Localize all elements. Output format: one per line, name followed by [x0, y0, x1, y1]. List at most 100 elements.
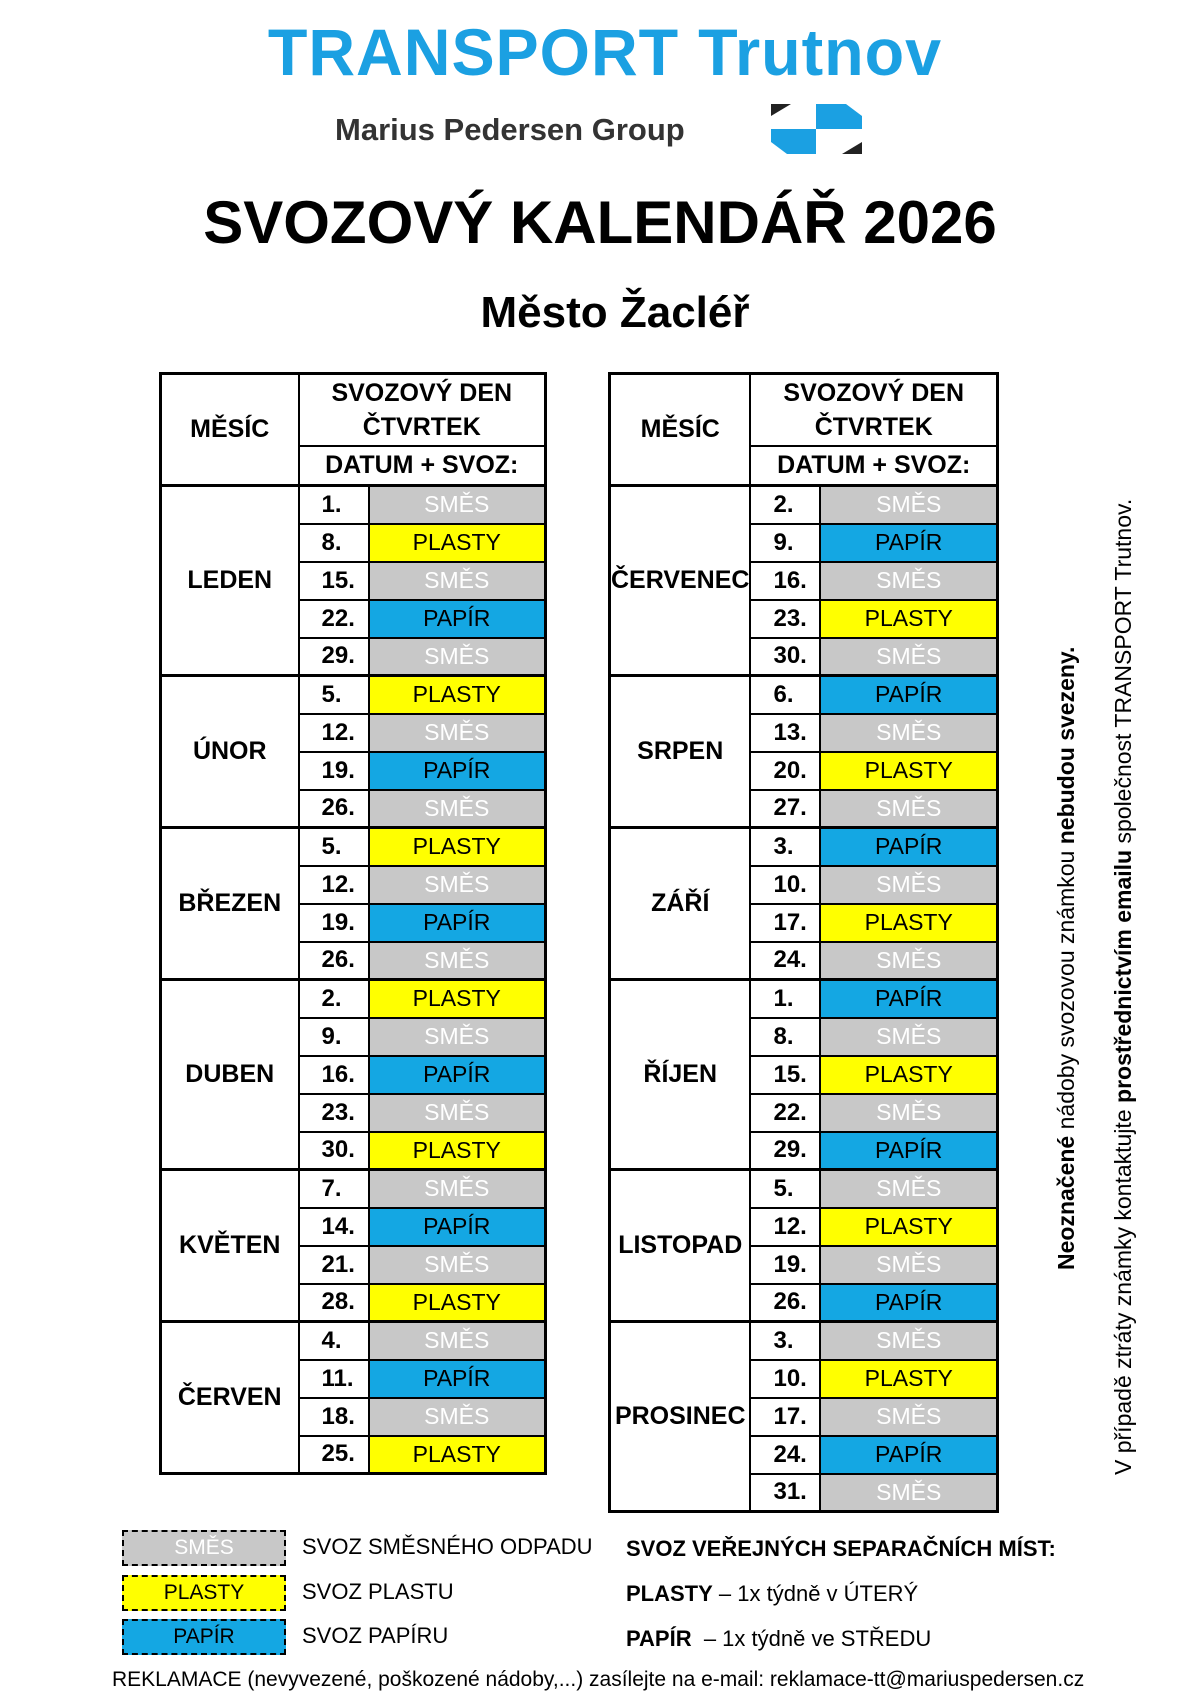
date-cell: 25. — [297, 1434, 370, 1474]
side-note-lost-sticker: V případě ztráty známky kontaktujte pros… — [1110, 499, 1137, 1475]
date-cell: 5. — [297, 826, 370, 866]
collection-type-cell: SMĚS — [819, 1396, 999, 1436]
table-row: 26. PAPÍR — [610, 1282, 999, 1322]
table-row: 26. SMĚS — [161, 788, 547, 828]
day-header: SVOZOVÝ DEN ČTVRTEK — [297, 372, 547, 447]
date-cell: 17. — [749, 1396, 822, 1436]
collection-type-cell: SMĚS — [367, 636, 547, 676]
collection-type-cell: PLASTY — [819, 598, 999, 638]
collection-type-cell: SMĚS — [819, 1320, 999, 1360]
date-collection-header: DATUM + SVOZ: — [297, 444, 547, 487]
collection-type-cell: SMĚS — [367, 1092, 547, 1132]
collection-type-cell: SMĚS — [367, 940, 547, 980]
date-cell: 9. — [749, 522, 822, 562]
date-cell: 10. — [749, 864, 822, 904]
table-row: 10. SMĚS — [610, 864, 999, 904]
date-cell: 26. — [749, 1282, 822, 1322]
legend-desc: SVOZ PLASTU — [302, 1579, 454, 1604]
collection-type-cell: SMĚS — [819, 864, 999, 904]
date-cell: 5. — [297, 674, 370, 714]
table-row: SRPEN 6. PAPÍR — [608, 674, 999, 829]
note-text: nádoby svozovou známkou — [1053, 844, 1079, 1136]
date-cell: 15. — [749, 1054, 822, 1094]
schedule-table-right: MĚSÍC SVOZOVÝ DEN ČTVRTEK DATUM + SVOZ: ČERV… — [608, 372, 999, 1513]
date-cell: 7. — [297, 1168, 370, 1208]
collection-type-cell: SMĚS — [367, 1320, 547, 1360]
table-row: 19. PAPÍR — [161, 750, 547, 790]
date-cell: 1. — [297, 484, 370, 524]
date-cell: 11. — [297, 1358, 370, 1398]
day-header-line1: SVOZOVÝ DEN — [331, 378, 513, 407]
date-cell: 12. — [297, 712, 370, 752]
table-row: 31. SMĚS — [610, 1472, 999, 1512]
collection-type-cell: SMĚS — [367, 560, 547, 600]
table-row: 29. PAPÍR — [610, 1130, 999, 1170]
table-row: 27. SMĚS — [610, 788, 999, 828]
date-cell: 29. — [297, 636, 370, 676]
collection-type-cell: PAPÍR — [819, 522, 999, 562]
public-plasty-label: PLASTY — [626, 1581, 713, 1606]
date-cell: 4. — [297, 1320, 370, 1360]
date-cell: 20. — [749, 750, 822, 790]
collection-type-cell: SMĚS — [819, 560, 999, 600]
collection-type-cell: PAPÍR — [819, 1130, 999, 1170]
date-cell: 8. — [749, 1016, 822, 1056]
table-row: PROSINEC 3. SMĚS — [608, 1320, 999, 1513]
month-name: PROSINEC — [608, 1320, 752, 1513]
month-header: MĚSÍC — [159, 372, 300, 487]
table-row: 12. SMĚS — [161, 712, 547, 752]
date-cell: 19. — [297, 902, 370, 942]
note-bold: Neoznačené — [1053, 1135, 1079, 1270]
date-cell: 15. — [297, 560, 370, 600]
collection-type-cell: PLASTY — [367, 674, 547, 714]
date-cell: 30. — [297, 1130, 370, 1170]
date-cell: 23. — [297, 1092, 370, 1132]
public-papir-text: – 1x týdně ve STŘEDU — [691, 1626, 932, 1651]
table-row: 24. SMĚS — [610, 940, 999, 980]
table-row: 12. PLASTY — [610, 1206, 999, 1246]
collection-type-cell: SMĚS — [367, 788, 547, 828]
table-row: 23. PLASTY — [610, 598, 999, 638]
collection-type-cell: SMĚS — [367, 1168, 547, 1208]
collection-type-cell: SMĚS — [367, 1244, 547, 1284]
table-row: 23. SMĚS — [161, 1092, 547, 1132]
table-row: 9. SMĚS — [161, 1016, 547, 1056]
public-points-heading: SVOZ VEŘEJNÝCH SEPARAČNÍCH MÍST: — [626, 1536, 1056, 1561]
collection-type-cell: SMĚS — [819, 1016, 999, 1056]
month-header: MĚSÍC — [608, 372, 752, 487]
date-cell: 31. — [749, 1472, 822, 1512]
date-cell: 22. — [297, 598, 370, 638]
date-cell: 16. — [749, 560, 822, 600]
page-title: SVOZOVÝ KALENDÁŘ 2026 — [203, 189, 997, 256]
collection-type-cell: PLASTY — [367, 522, 547, 562]
collection-type-cell: PAPÍR — [819, 674, 999, 714]
collection-type-cell: SMĚS — [819, 788, 999, 828]
date-cell: 12. — [297, 864, 370, 904]
public-plasty: PLASTY – 1x týdně v ÚTERÝ — [626, 1581, 918, 1607]
table-row: ČERVEN 4. SMĚS — [159, 1320, 547, 1475]
table-row: 10. PLASTY — [610, 1358, 999, 1398]
public-papir-label: PAPÍR — [626, 1626, 692, 1651]
collection-type-cell: PAPÍR — [819, 826, 999, 866]
collection-type-cell: SMĚS — [819, 712, 999, 752]
day-header-line1: SVOZOVÝ DEN — [783, 378, 965, 407]
table-row: 30. SMĚS — [610, 636, 999, 676]
table-row: 28. PLASTY — [161, 1282, 547, 1322]
date-cell: 13. — [749, 712, 822, 752]
table-row: KVĚTEN 7. SMĚS — [159, 1168, 547, 1323]
collection-type-cell: PLASTY — [367, 1130, 547, 1170]
day-header-line2: ČTVRTEK — [814, 412, 933, 441]
collection-type-cell: PAPÍR — [367, 750, 547, 790]
table-row: 26. SMĚS — [161, 940, 547, 980]
collection-type-cell: PAPÍR — [367, 1206, 547, 1246]
date-cell: 18. — [297, 1396, 370, 1436]
legend-swatch-plasty: PLASTY — [122, 1575, 286, 1611]
table-row: 16. PAPÍR — [161, 1054, 547, 1094]
note-bold: prostřednictvím emailu — [1110, 849, 1136, 1103]
date-cell: 2. — [749, 484, 822, 524]
date-cell: 23. — [749, 598, 822, 638]
table-row: 13. SMĚS — [610, 712, 999, 752]
date-cell: 12. — [749, 1206, 822, 1246]
date-cell: 10. — [749, 1358, 822, 1398]
table-row: 19. PAPÍR — [161, 902, 547, 942]
